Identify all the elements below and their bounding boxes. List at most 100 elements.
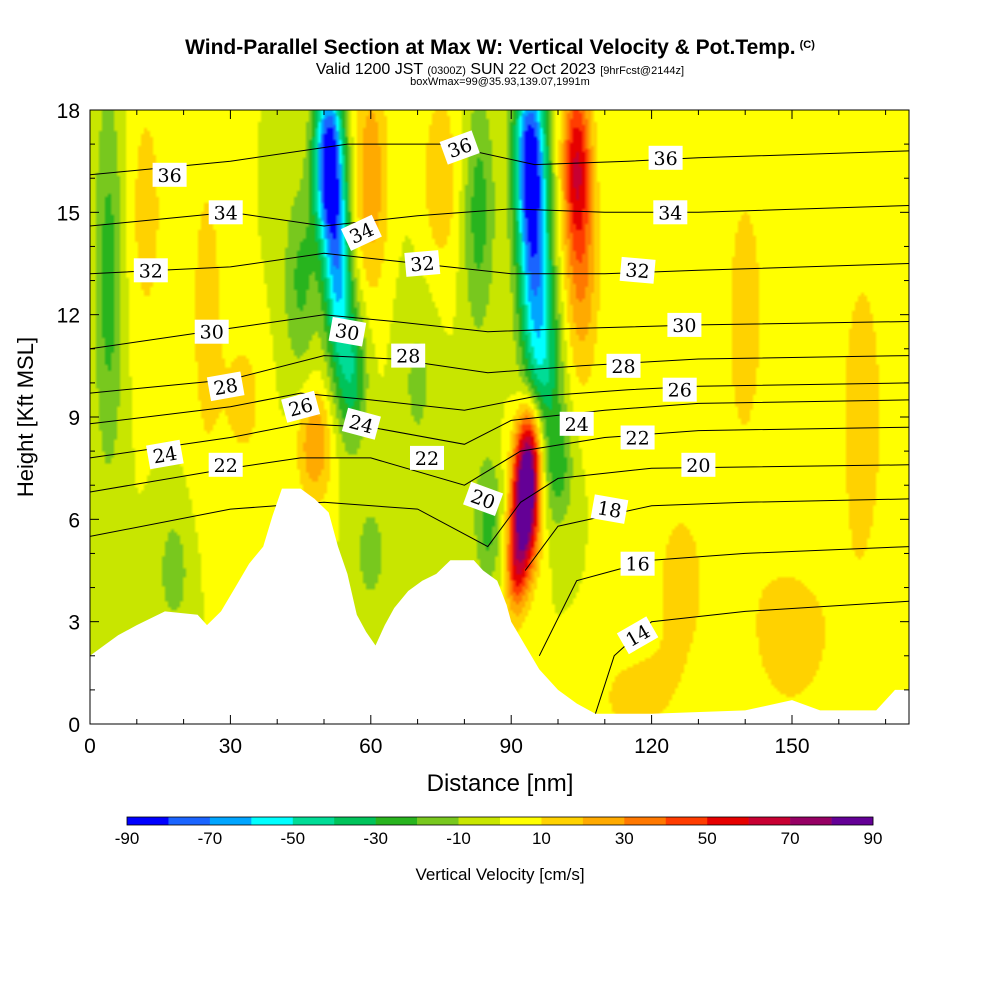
contour-label-text: 28 (396, 346, 420, 368)
valid-utc: (0300Z) (427, 65, 466, 77)
forecast-info: [9hrFcst@2144z] (600, 65, 685, 77)
contour-28-7 (90, 355, 909, 394)
contour-label-22-21: 22 (410, 445, 444, 470)
x-axis-label: Distance [nm] (427, 770, 574, 797)
contour-32-9 (90, 252, 909, 275)
colorbar-tick-1: -70 (198, 829, 223, 848)
contour-label-text: 32 (409, 252, 435, 276)
contour-label-text: 30 (672, 315, 696, 337)
contour-label-text: 24 (565, 414, 589, 436)
x-tick-0: 0 (84, 735, 96, 758)
contour-label-text: 22 (626, 428, 650, 450)
contour-label-32-8: 32 (619, 256, 656, 284)
box-info: boxWmax=99@35.93,139.07,1991m (410, 76, 590, 88)
contour-label-text: 20 (686, 455, 710, 477)
colorbar-swatch-16 (790, 817, 832, 825)
y-axis-label: Height [Kft MSL] (13, 337, 38, 497)
contour-label-32-7: 32 (404, 250, 441, 277)
x-tick-30: 30 (219, 735, 242, 758)
colorbar-tick-7: 50 (698, 829, 717, 848)
colorbar: -90 -70 -50 -30 -10 10 30 50 70 90 (115, 816, 883, 848)
contour-label-28-14: 28 (606, 353, 641, 378)
colorbar-tick-6: 30 (615, 829, 634, 848)
contour-36-11 (90, 143, 909, 176)
colorbar-swatch-8 (458, 817, 501, 825)
contour-24-5 (90, 399, 909, 459)
contour-label-24-19: 24 (559, 411, 594, 436)
y-tick-0: 0 (68, 714, 80, 737)
contour-label-20-24: 20 (681, 452, 716, 477)
colorbar-tick-2: -50 (281, 829, 306, 848)
contour-label-32-6: 32 (133, 258, 168, 283)
contour-label-text: 36 (158, 165, 182, 187)
contour-label-text: 32 (625, 259, 651, 283)
contour-label-22-20: 22 (208, 452, 243, 477)
colorbar-tick-9: 90 (864, 829, 883, 848)
contour-label-text: 24 (151, 443, 179, 469)
contour-14-0 (594, 600, 909, 714)
colorbar-swatch-6 (375, 817, 418, 825)
colorbar-swatch-5 (334, 817, 376, 825)
contour-label-text: 22 (214, 455, 238, 477)
x-tick-90: 90 (500, 735, 523, 758)
colorbar-swatch-1 (168, 817, 211, 825)
contour-label-34-5: 34 (653, 200, 688, 225)
colorbar-swatch-11 (582, 817, 625, 825)
y-tick-9: 9 (68, 407, 80, 430)
colorbar-tick-4: -10 (446, 829, 471, 848)
colorbar-swatch-17 (831, 817, 874, 825)
colorbar-tick-5: 10 (532, 829, 551, 848)
x-axis: 0 30 60 90 120 150 (84, 110, 887, 758)
contour-label-text: 28 (611, 356, 635, 378)
contour-18-2 (524, 498, 909, 571)
y-tick-18: 18 (57, 100, 80, 123)
contour-label-text: 28 (212, 374, 240, 400)
contour-label-18-25: 18 (590, 494, 629, 524)
x-tick-150: 150 (774, 735, 809, 758)
colorbar-swatch-2 (209, 817, 252, 825)
contour-label-16-26: 16 (620, 551, 655, 576)
colorbar-swatch-15 (748, 817, 791, 825)
colorbar-tick-0: -90 (115, 829, 140, 848)
contour-label-22-22: 22 (620, 425, 655, 450)
colorbar-swatch-3 (251, 817, 294, 825)
colorbar-swatch-12 (624, 817, 667, 825)
contour-label-28-13: 28 (391, 343, 426, 368)
x-tick-60: 60 (359, 735, 382, 758)
colorbar-tick-8: 70 (781, 829, 800, 848)
valid-prefix: Valid 1200 JST (315, 61, 423, 78)
colorbar-tick-3: -30 (363, 829, 388, 848)
contour-label-30-9: 30 (194, 319, 229, 344)
valid-time-line: Valid 1200 JST (0300Z) SUN 22 Oct 2023 [… (0, 61, 1000, 79)
colorbar-swatch-10 (541, 817, 584, 825)
y-tick-6: 6 (68, 509, 80, 532)
chart-title: Wind-Parallel Section at Max W: Vertical… (0, 36, 1000, 60)
valid-date: SUN 22 Oct 2023 (470, 61, 596, 78)
contour-label-36-0: 36 (152, 162, 187, 187)
contour-label-text: 16 (626, 554, 650, 576)
contour-label-text: 34 (214, 202, 238, 224)
terrain-mask (90, 488, 909, 724)
contour-22-4 (90, 426, 909, 493)
contour-label-text: 18 (596, 497, 624, 523)
y-tick-15: 15 (57, 202, 80, 225)
contour-label-24-17: 24 (146, 439, 184, 470)
colorbar-swatch-7 (417, 817, 459, 825)
y-tick-3: 3 (68, 612, 80, 635)
copyright-mark: (C) (799, 39, 815, 51)
contour-label-34-3: 34 (208, 200, 243, 225)
contour-label-30-11: 30 (667, 312, 702, 337)
y-tick-12: 12 (57, 305, 80, 328)
contour-label-text: 26 (668, 380, 692, 402)
contour-label-text: 36 (654, 148, 678, 170)
colorbar-swatch-14 (707, 817, 749, 825)
colorbar-swatch-0 (127, 817, 169, 825)
contour-label-26-16: 26 (662, 377, 697, 402)
contour-label-text: 30 (333, 320, 361, 346)
chart-title-text: Wind-Parallel Section at Max W: Vertical… (185, 36, 796, 59)
contour-20-3 (90, 464, 909, 548)
contour-label-text: 30 (200, 322, 224, 344)
